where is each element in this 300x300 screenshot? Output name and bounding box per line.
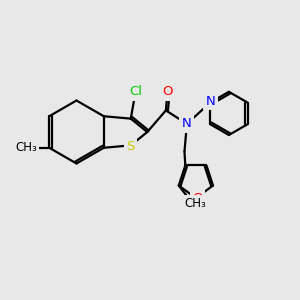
- Text: O: O: [162, 85, 172, 98]
- Text: S: S: [127, 140, 135, 153]
- Text: N: N: [182, 117, 192, 130]
- Text: N: N: [205, 94, 215, 108]
- Text: CH₃: CH₃: [184, 197, 206, 210]
- Text: CH₃: CH₃: [15, 141, 37, 154]
- Text: O: O: [192, 191, 202, 205]
- Text: Cl: Cl: [129, 85, 142, 98]
